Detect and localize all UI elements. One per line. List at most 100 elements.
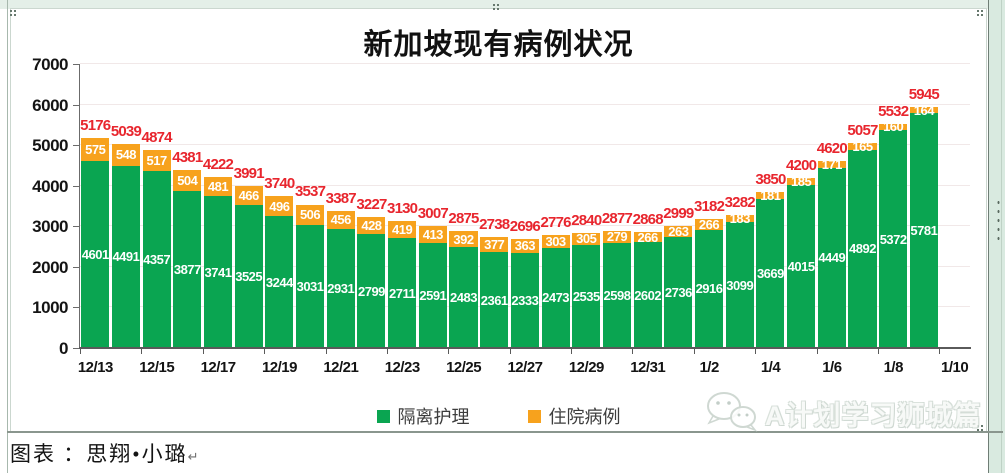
green-value-label: 2598 — [603, 287, 631, 303]
gridline — [80, 63, 970, 64]
bar-segment-isolation — [879, 130, 908, 348]
green-value-label: 3877 — [173, 261, 201, 277]
x-axis-tick — [816, 348, 818, 354]
total-value-label: 4381 — [172, 149, 203, 167]
bar-segment-hospitalized — [909, 106, 938, 114]
bar-segment-hospitalized — [541, 235, 570, 248]
bar-segment-hospitalized — [787, 177, 816, 186]
green-value-label: 5372 — [879, 231, 907, 247]
x-axis-tick — [877, 348, 879, 354]
bar-segment-hospitalized — [81, 138, 110, 162]
scrollbar-grip-icon[interactable] — [993, 196, 1000, 244]
x-axis-tick — [509, 348, 511, 354]
x-axis-label: 12/19 — [261, 359, 298, 376]
total-value-label: 2696 — [509, 217, 541, 235]
bar-segment-isolation — [480, 252, 509, 348]
x-axis-tick — [141, 348, 143, 354]
bar-segment-isolation — [541, 247, 570, 348]
bar-segment-hospitalized — [664, 226, 693, 237]
bar-segment-hospitalized — [418, 226, 447, 243]
bar-segment-hospitalized — [510, 238, 539, 254]
green-value-label: 4449 — [818, 250, 846, 266]
total-value-label: 5176 — [80, 117, 111, 134]
scrollbar[interactable] — [988, 0, 1005, 473]
total-value-label: 4620 — [816, 139, 848, 157]
bar-segment-isolation — [510, 253, 539, 348]
bar-segment-hospitalized — [265, 196, 294, 217]
x-axis-label: 12/17 — [200, 359, 237, 376]
y-axis-tick — [73, 145, 80, 147]
green-value-label: 4892 — [849, 241, 876, 257]
bar-segment-isolation — [572, 245, 601, 348]
bar-segment-hospitalized — [388, 221, 417, 239]
gridline — [80, 184, 970, 186]
y-axis-label: 1000 — [32, 298, 68, 318]
bar-segment-isolation — [111, 165, 140, 348]
bar-segment-isolation — [203, 196, 233, 348]
total-value-label: 2776 — [540, 214, 571, 232]
chart-canvas: 新加坡现有病例状况 0 1000 2000 3000 4000 5000 6000 7000 4… — [10, 8, 987, 433]
chart-bottom-border — [7, 431, 1003, 433]
bar-segment-isolation — [633, 242, 662, 348]
selection-handle-icon[interactable] — [976, 9, 985, 18]
selection-handle-icon[interactable] — [492, 3, 501, 12]
green-value-label: 4357 — [143, 252, 171, 268]
bar-segment-hospitalized — [602, 231, 631, 243]
bar-segment-isolation — [848, 149, 877, 348]
orange-value-label: 456 — [330, 212, 352, 228]
bar-segment-isolation — [756, 199, 785, 348]
x-axis-label: 1/2 — [699, 359, 719, 376]
green-value-label: 2535 — [572, 289, 600, 305]
orange-value-label: 266 — [637, 229, 659, 245]
bar-segment-isolation — [357, 234, 386, 348]
selection-handle-icon[interactable] — [9, 9, 18, 18]
green-value-label: 3031 — [296, 279, 324, 294]
y-axis-tick — [73, 348, 80, 349]
bar-segment-hospitalized — [817, 160, 846, 168]
total-value-label: 2999 — [663, 205, 694, 223]
green-value-label: 2483 — [450, 290, 477, 306]
green-value-label: 2711 — [389, 285, 416, 301]
bar-segment-hospitalized — [633, 231, 662, 243]
orange-value-label: 517 — [146, 153, 168, 169]
total-value-label: 4874 — [141, 129, 173, 147]
green-value-label: 2361 — [480, 292, 508, 308]
x-axis-label: 12/29 — [568, 359, 605, 376]
total-value-label: 5039 — [110, 122, 142, 140]
legend-swatch-icon — [376, 409, 390, 423]
y-axis-label: 7000 — [32, 55, 68, 74]
total-value-label: 3227 — [356, 196, 387, 214]
total-value-label: 5532 — [878, 102, 909, 120]
x-axis-tick — [693, 348, 695, 354]
orange-value-label: 303 — [545, 234, 566, 250]
green-value-label: 4491 — [112, 249, 140, 265]
total-value-label: 3282 — [724, 193, 756, 211]
x-axis-label: 12/21 — [323, 359, 359, 376]
plot-area: 0 1000 2000 3000 4000 5000 6000 7000 4601 575 5176… — [32, 55, 971, 376]
watermark-text: A计划学习狮城篇 — [765, 401, 982, 431]
bar-segment-isolation — [296, 225, 325, 348]
bar-segment-isolation — [602, 242, 631, 348]
selection-handle-icon[interactable] — [976, 424, 985, 433]
orange-value-label: 181 — [760, 187, 781, 203]
total-value-label: 3387 — [325, 189, 357, 207]
orange-value-label: 164 — [913, 102, 935, 118]
y-axis-tick — [73, 64, 80, 65]
gridline — [80, 144, 970, 146]
x-axis-tick — [80, 348, 81, 354]
bar-segment-hospitalized — [694, 218, 724, 230]
green-value-label: 4015 — [787, 259, 815, 275]
green-value-label: 4601 — [81, 247, 109, 263]
orange-value-label: 466 — [238, 188, 260, 204]
orange-value-label: 183 — [729, 211, 751, 227]
x-axis-tick — [571, 348, 573, 354]
bar-segment-hospitalized — [326, 210, 355, 230]
x-axis-tick — [386, 348, 388, 354]
orange-value-label: 392 — [453, 231, 474, 247]
bar-segment-isolation — [81, 161, 110, 348]
bar-segment-hospitalized — [848, 142, 877, 150]
x-axis-tick — [325, 348, 327, 354]
green-value-label: 2602 — [634, 287, 662, 303]
watermark: A计划学习狮城篇 — [703, 390, 982, 437]
chart-caption: 图表 ：思翔•小璐↵ — [10, 438, 199, 468]
